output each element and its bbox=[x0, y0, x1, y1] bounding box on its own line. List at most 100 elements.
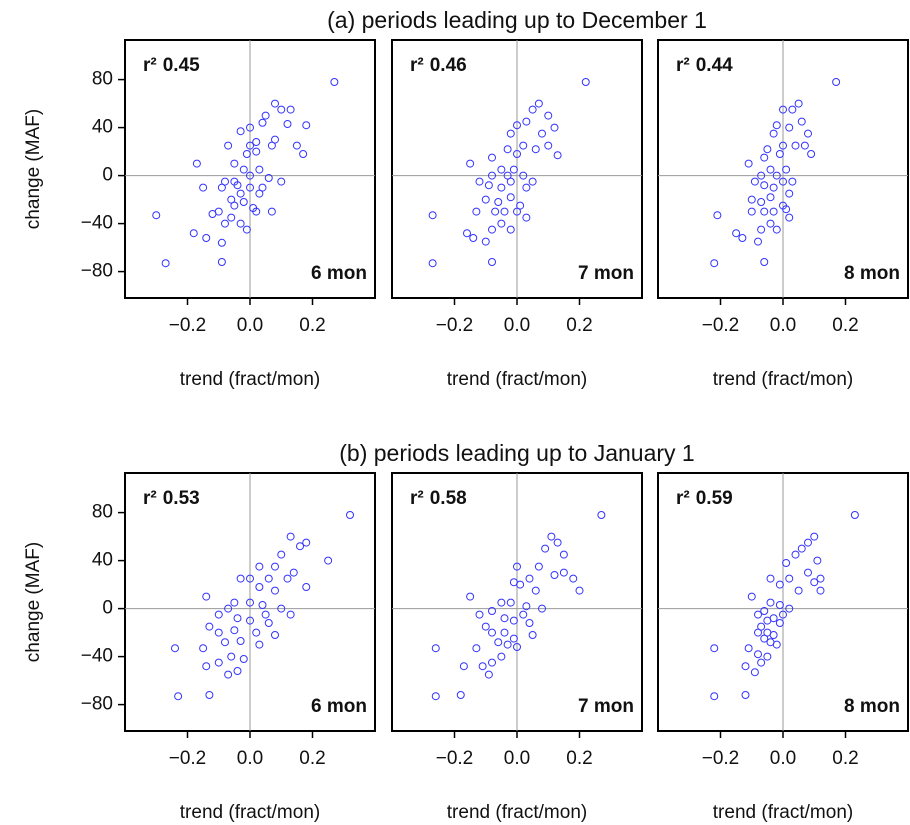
point bbox=[242, 150, 251, 158]
point bbox=[302, 538, 311, 547]
point bbox=[261, 610, 270, 619]
r-squared: 0.45 bbox=[163, 55, 200, 76]
point bbox=[494, 198, 503, 206]
point bbox=[271, 631, 279, 639]
point bbox=[469, 234, 478, 242]
point bbox=[785, 123, 794, 132]
x-tick-label: −0.2 bbox=[702, 315, 740, 336]
point bbox=[531, 145, 540, 154]
point bbox=[242, 225, 251, 234]
point bbox=[221, 638, 229, 647]
x-tick-label: 0.2 bbox=[566, 315, 592, 336]
period-annotation: 6 mon bbox=[311, 696, 367, 717]
point bbox=[757, 622, 766, 631]
point bbox=[264, 574, 273, 583]
point bbox=[513, 643, 521, 651]
point bbox=[744, 644, 753, 653]
point bbox=[541, 544, 550, 553]
point bbox=[236, 574, 245, 583]
point bbox=[513, 562, 521, 571]
point bbox=[775, 580, 784, 589]
point bbox=[286, 105, 295, 114]
point bbox=[766, 574, 775, 583]
point bbox=[472, 207, 481, 216]
point bbox=[258, 183, 267, 192]
point bbox=[500, 207, 509, 216]
point bbox=[534, 562, 543, 571]
point bbox=[769, 129, 778, 138]
point bbox=[519, 610, 528, 619]
x-tick-label: 0.2 bbox=[832, 315, 858, 336]
point bbox=[506, 225, 515, 234]
x-axis-label: trend (fract/mon) bbox=[180, 369, 320, 390]
point bbox=[202, 234, 211, 242]
point bbox=[550, 571, 559, 579]
stat-annotation: r² 0.44 bbox=[676, 55, 733, 76]
point bbox=[271, 99, 279, 108]
period-annotation: 8 mon bbox=[844, 696, 900, 717]
point bbox=[459, 662, 468, 671]
x-axis-label: trend (fract/mon) bbox=[447, 802, 587, 823]
point bbox=[205, 691, 214, 699]
point bbox=[246, 598, 254, 607]
point bbox=[428, 259, 437, 268]
point bbox=[766, 219, 775, 228]
point bbox=[503, 640, 512, 649]
point bbox=[519, 171, 528, 180]
point bbox=[779, 105, 787, 114]
point bbox=[804, 538, 812, 547]
point bbox=[782, 205, 791, 214]
point bbox=[214, 207, 223, 216]
point bbox=[713, 211, 722, 220]
point bbox=[230, 159, 239, 168]
y-tick-label: 0 bbox=[102, 598, 113, 619]
point bbox=[233, 614, 242, 623]
x-tick-label: 0.0 bbox=[770, 748, 796, 769]
point bbox=[246, 616, 254, 625]
y-tick-label: −80 bbox=[81, 261, 113, 282]
stat-label: r² bbox=[410, 488, 424, 509]
stat-label: r² bbox=[410, 55, 424, 76]
point bbox=[255, 165, 264, 174]
y-tick-label: 0 bbox=[102, 165, 113, 186]
point bbox=[757, 198, 766, 206]
stat-annotation: r² 0.46 bbox=[410, 55, 467, 76]
x-tick-label: 0.0 bbox=[770, 315, 796, 336]
point bbox=[246, 574, 254, 583]
point bbox=[431, 692, 440, 701]
point bbox=[346, 511, 354, 519]
point bbox=[500, 628, 509, 637]
point bbox=[559, 568, 568, 577]
point bbox=[779, 141, 787, 150]
point bbox=[236, 189, 245, 198]
point bbox=[797, 117, 806, 126]
stat-annotation: r² 0.59 bbox=[676, 488, 733, 509]
point bbox=[788, 177, 797, 186]
point bbox=[772, 225, 781, 234]
point bbox=[214, 628, 223, 637]
point bbox=[575, 586, 584, 595]
x-tick-label: 0.2 bbox=[566, 748, 592, 769]
point bbox=[277, 105, 286, 114]
y-axis-label: change (MAF) bbox=[23, 542, 44, 662]
point bbox=[478, 662, 487, 671]
point bbox=[807, 150, 816, 158]
point bbox=[775, 150, 784, 158]
point bbox=[503, 145, 512, 154]
point bbox=[754, 610, 762, 619]
point bbox=[217, 183, 226, 192]
point bbox=[763, 145, 772, 154]
point bbox=[754, 628, 762, 637]
point bbox=[488, 258, 496, 266]
period-annotation: 7 mon bbox=[578, 696, 634, 717]
point bbox=[710, 259, 719, 268]
point bbox=[258, 118, 267, 127]
point bbox=[230, 177, 239, 186]
point bbox=[255, 189, 264, 198]
point bbox=[816, 574, 825, 583]
point bbox=[800, 141, 809, 150]
point bbox=[255, 562, 264, 571]
point bbox=[513, 121, 521, 130]
point bbox=[581, 78, 590, 86]
point bbox=[277, 550, 286, 559]
